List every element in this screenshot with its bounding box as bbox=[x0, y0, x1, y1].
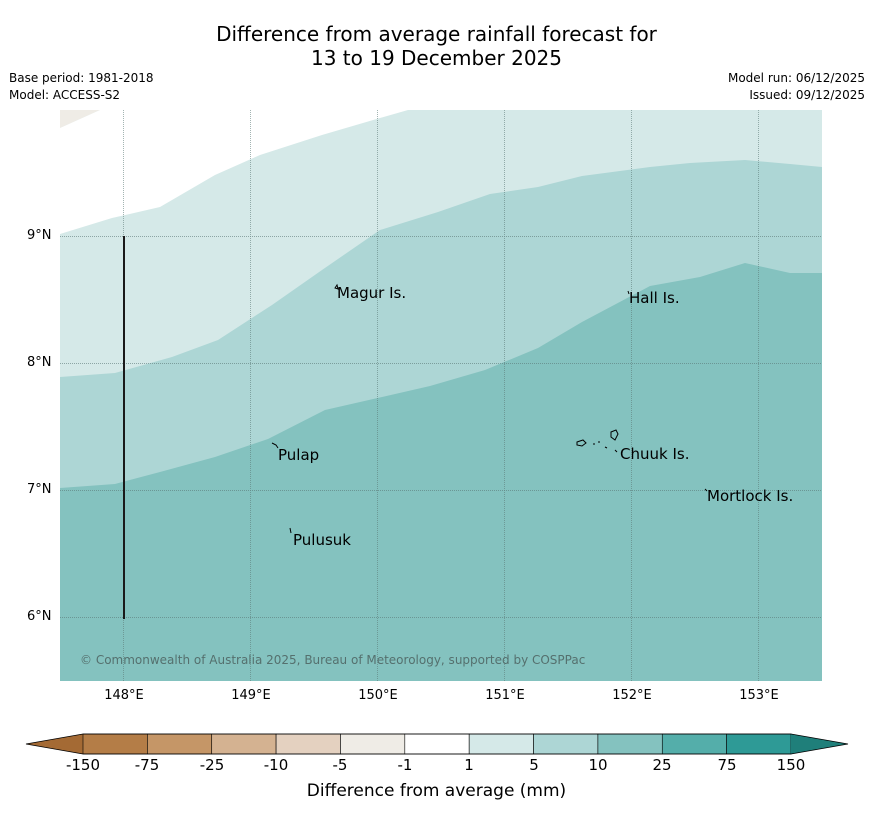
legend-label: Difference from average (mm) bbox=[306, 781, 567, 801]
legend-tick: -10 bbox=[263, 756, 289, 774]
map-title: Difference from average rainfall forecas… bbox=[0, 22, 873, 70]
legend-tick: 10 bbox=[588, 756, 608, 774]
colorbar-cell bbox=[597, 733, 663, 755]
copyright-notice: © Commonwealth of Australia 2025, Bureau… bbox=[80, 653, 586, 667]
colorbar-cells bbox=[26, 733, 848, 755]
colorbar-cell bbox=[211, 733, 277, 755]
place-label-pulap: Pulap bbox=[278, 446, 320, 464]
legend-tick: -75 bbox=[134, 756, 160, 774]
map-canvas bbox=[60, 110, 822, 681]
lat-label-7n: 7°N bbox=[27, 482, 52, 497]
place-label-mortlock: Mortlock Is. bbox=[707, 487, 794, 505]
colorbar-extend-low bbox=[26, 734, 83, 754]
map-panel[interactable] bbox=[60, 110, 822, 681]
title-line-1: Difference from average rainfall forecas… bbox=[216, 22, 657, 46]
lon-label-148e: 148°E bbox=[104, 688, 144, 703]
legend-tick: -1 bbox=[397, 756, 413, 774]
colorbar-extend-high bbox=[791, 734, 848, 754]
lon-label-150e: 150°E bbox=[358, 688, 398, 703]
legend-tick: 75 bbox=[717, 756, 737, 774]
lat-label-8n: 8°N bbox=[27, 355, 52, 370]
legend-tick: 1 bbox=[464, 756, 474, 774]
legend-tick: -5 bbox=[332, 756, 348, 774]
place-label-pulusuk: Pulusuk bbox=[293, 531, 351, 549]
colorbar-cell bbox=[147, 733, 213, 755]
colorbar-cell bbox=[726, 733, 792, 755]
lon-label-149e: 149°E bbox=[231, 688, 271, 703]
colorbar-cell bbox=[82, 733, 148, 755]
island-outlines bbox=[271, 283, 708, 534]
legend-tick: 25 bbox=[652, 756, 672, 774]
model-name: Model: ACCESS-S2 bbox=[9, 88, 121, 102]
legend-tick: -25 bbox=[199, 756, 225, 774]
colorbar-cell bbox=[468, 733, 534, 755]
colorbar bbox=[25, 733, 849, 755]
colorbar-cell bbox=[533, 733, 599, 755]
title-line-2: 13 to 19 December 2025 bbox=[310, 46, 562, 70]
place-label-magur: Magur Is. bbox=[337, 284, 407, 302]
legend-tick: 5 bbox=[529, 756, 539, 774]
legend-tick: 150 bbox=[776, 756, 806, 774]
colorbar-cell bbox=[275, 733, 341, 755]
colorbar-cell bbox=[340, 733, 406, 755]
meta-left: Base period: 1981-2018 Model: ACCESS-S2 bbox=[9, 70, 154, 104]
base-period: Base period: 1981-2018 bbox=[9, 71, 154, 85]
lon-label-153e: 153°E bbox=[739, 688, 779, 703]
lon-label-151e: 151°E bbox=[485, 688, 525, 703]
place-label-chuuk: Chuuk Is. bbox=[620, 445, 690, 463]
lat-label-6n: 6°N bbox=[27, 609, 52, 624]
meta-right: Model run: 06/12/2025 Issued: 09/12/2025 bbox=[728, 70, 865, 104]
lat-label-9n: 9°N bbox=[27, 228, 52, 243]
place-label-hall: Hall Is. bbox=[629, 289, 680, 307]
band-white bbox=[60, 110, 408, 234]
legend-tick: -150 bbox=[65, 756, 101, 774]
graticule bbox=[60, 110, 822, 681]
colorbar-cell bbox=[404, 733, 470, 755]
model-run: Model run: 06/12/2025 bbox=[727, 71, 865, 85]
colorbar-cell bbox=[661, 733, 727, 755]
colorbar-outline bbox=[25, 733, 849, 755]
lon-label-152e: 152°E bbox=[612, 688, 652, 703]
issued-date: Issued: 09/12/2025 bbox=[749, 88, 865, 102]
